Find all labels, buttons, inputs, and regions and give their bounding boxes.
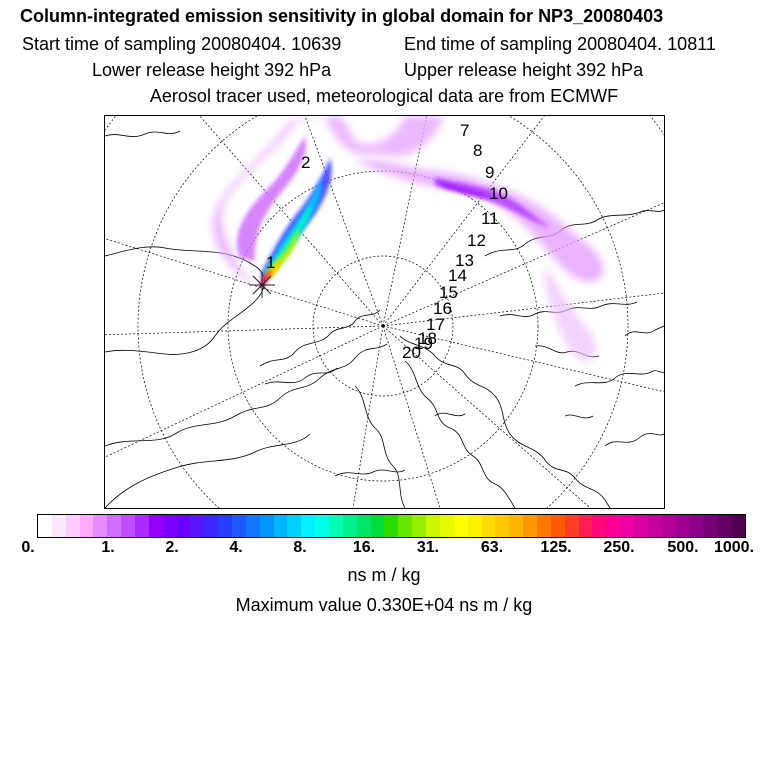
day-label: 14 xyxy=(448,266,467,285)
colorbar-cell xyxy=(453,515,468,537)
start-time-label: Start time of sampling 20080404. 10639 xyxy=(22,34,342,54)
colorbar-cell xyxy=(315,515,330,537)
colorbar-tick-label: 8. xyxy=(293,539,307,556)
colorbar-unit-label: ns m / kg xyxy=(347,565,421,585)
colorbar-cell xyxy=(65,515,80,537)
day-label: 19 xyxy=(414,334,433,353)
upper-release-height: Upper release height 392 hPa xyxy=(404,60,644,80)
day-label: 13 xyxy=(455,251,474,270)
day-label: 10 xyxy=(489,184,508,203)
colorbar-tick-label: 2. xyxy=(165,539,179,556)
colorbar-cell xyxy=(564,515,579,537)
colorbar-cell xyxy=(93,515,108,537)
colorbar-cell xyxy=(162,515,177,537)
colorbar-cell xyxy=(190,515,205,537)
colorbar-cell xyxy=(620,515,634,537)
polar-map: 1 2 7 8 9 10 11 12 13 14 15 16 17 18 19 … xyxy=(105,116,664,508)
day-label: 8 xyxy=(473,141,482,160)
colorbar-cell xyxy=(661,515,676,537)
colorbar-tick-label: 500. xyxy=(667,539,699,556)
colorbar-cell xyxy=(481,515,496,537)
colorbar-tick-label: 125. xyxy=(540,539,572,556)
colorbar-cell xyxy=(578,515,593,537)
colorbar-cell xyxy=(606,515,621,537)
colorbar-cell xyxy=(633,515,648,537)
colorbar-cell xyxy=(384,515,399,537)
colorbar-cell xyxy=(245,515,260,537)
day-label: 1 xyxy=(266,253,275,272)
colorbar-cell xyxy=(287,515,302,537)
colorbar-cell xyxy=(703,515,718,537)
colorbar-cell xyxy=(412,515,427,537)
colorbar-cell xyxy=(356,515,371,537)
maximum-value-label: Maximum value 0.330E+04 ns m / kg xyxy=(235,595,533,615)
colorbar-cell xyxy=(204,515,219,537)
colorbar-cell xyxy=(439,515,454,537)
colorbar-tick-label: 1000. xyxy=(713,539,755,556)
day-label: 9 xyxy=(485,163,494,182)
colorbar xyxy=(37,514,746,538)
colorbar-cell xyxy=(675,515,690,537)
colorbar-cell xyxy=(647,515,662,537)
map-panel: 1 2 7 8 9 10 11 12 13 14 15 16 17 18 19 … xyxy=(104,115,665,509)
tracer-info: Aerosol tracer used, meteorological data… xyxy=(149,86,619,106)
day-label: 12 xyxy=(467,231,486,250)
colorbar-cell xyxy=(689,515,704,537)
colorbar-cell xyxy=(79,515,94,537)
day-label: 17 xyxy=(426,315,445,334)
colorbar-tick-label: 4. xyxy=(229,539,243,556)
day-label: 2 xyxy=(301,153,310,172)
colorbar-cell xyxy=(717,515,731,537)
colorbar-tick-label: 16. xyxy=(352,539,376,556)
colorbar-cell xyxy=(329,515,343,537)
colorbar-cell xyxy=(523,515,537,537)
colorbar-tick-label: 0. xyxy=(21,539,35,556)
release-point-star xyxy=(249,272,275,298)
day-label: 15 xyxy=(439,283,458,302)
day-label: 18 xyxy=(418,329,437,348)
colorbar-cell xyxy=(550,515,565,537)
colorbar-cell xyxy=(467,515,482,537)
colorbar-tick-label: 63. xyxy=(480,539,504,556)
colorbar-cell xyxy=(592,515,607,537)
colorbar-cell xyxy=(301,515,316,537)
colorbar-cell xyxy=(426,515,440,537)
colorbar-cell xyxy=(135,515,149,537)
coastlines xyxy=(105,130,664,508)
colorbar-cell xyxy=(495,515,510,537)
colorbar-cell xyxy=(148,515,163,537)
end-time-label: End time of sampling 20080404. 10811 xyxy=(404,34,716,54)
day-label: 11 xyxy=(481,209,499,228)
day-label: 16 xyxy=(433,299,452,318)
colorbar-cell xyxy=(342,515,357,537)
colorbar-cell xyxy=(273,515,288,537)
lower-release-height: Lower release height 392 hPa xyxy=(92,60,332,80)
plot-title: Column-integrated emission sensitivity i… xyxy=(20,6,664,26)
colorbar-cell xyxy=(398,515,413,537)
colorbar-cell xyxy=(38,515,52,537)
colorbar-cell xyxy=(107,515,122,537)
colorbar-cell xyxy=(121,515,136,537)
colorbar-cell xyxy=(176,515,191,537)
latitude-circles xyxy=(105,116,664,508)
colorbar-cell xyxy=(51,515,66,537)
trajectory-day-labels: 1 2 7 8 9 10 11 12 13 14 15 16 17 18 19 … xyxy=(266,121,508,362)
colorbar-tick-label: 31. xyxy=(416,539,440,556)
day-label: 7 xyxy=(460,121,469,140)
colorbar-cell xyxy=(259,515,274,537)
colorbar-cell xyxy=(218,515,233,537)
colorbar-tick-label: 1. xyxy=(101,539,115,556)
colorbar-cell xyxy=(370,515,385,537)
colorbar-cell xyxy=(536,515,551,537)
day-label: 20 xyxy=(402,343,421,362)
sensitivity-plume xyxy=(212,116,604,361)
colorbar-cell xyxy=(509,515,524,537)
colorbar-cell xyxy=(232,515,246,537)
colorbar-tick-label: 250. xyxy=(603,539,635,556)
colorbar-cell xyxy=(730,515,745,537)
